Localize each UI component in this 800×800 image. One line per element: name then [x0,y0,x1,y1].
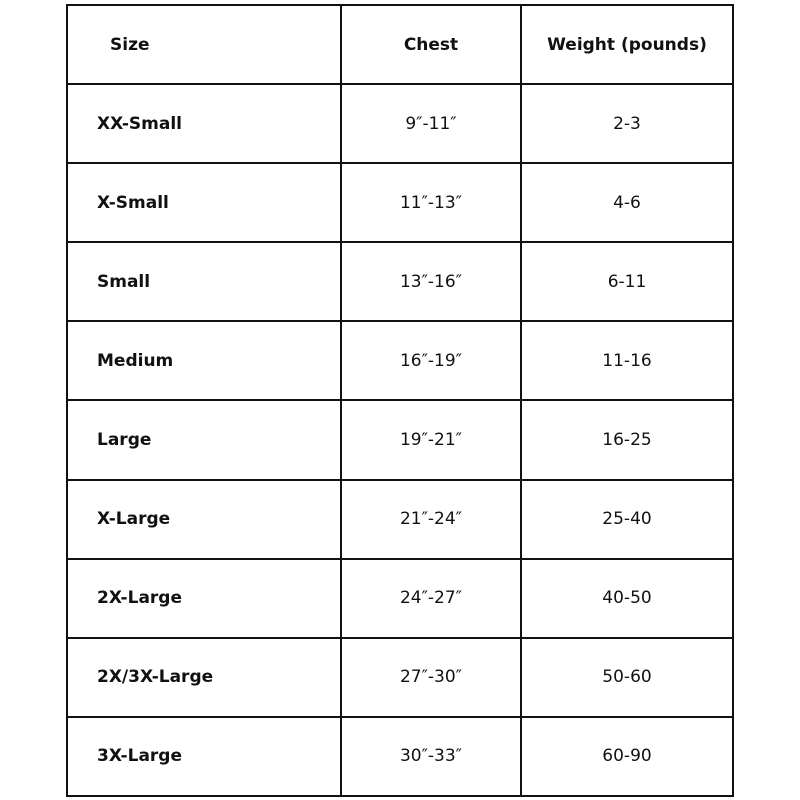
size-cell: Large [66,399,342,481]
size-cell: X-Large [66,478,342,560]
weight-cell: 6-11 [520,241,734,323]
header-chest: Chest [340,4,522,85]
chest-cell: 24″-27″ [340,557,522,639]
header-weight: Weight (pounds) [520,4,734,85]
weight-cell: 2-3 [520,82,734,165]
chest-cell: 21″-24″ [340,478,522,560]
table-row: Medium 16″-19″ 11-16 [66,320,734,402]
table-row: 2X/3X-Large 27″-30″ 50-60 [66,636,734,718]
table-row: Large 19″-21″ 16-25 [66,399,734,481]
size-cell: 2X/3X-Large [66,636,342,718]
size-cell: 3X-Large [66,715,342,798]
chest-cell: 27″-30″ [340,636,522,718]
size-cell: Medium [66,320,342,402]
size-cell: 2X-Large [66,557,342,639]
weight-cell: 60-90 [520,715,734,798]
table-row: 2X-Large 24″-27″ 40-50 [66,557,734,639]
table-row: Small 13″-16″ 6-11 [66,241,734,323]
header-row: Size Chest Weight (pounds) [66,4,734,85]
table-row: X-Small 11″-13″ 4-6 [66,162,734,244]
chest-cell: 19″-21″ [340,399,522,481]
weight-cell: 50-60 [520,636,734,718]
chest-cell: 13″-16″ [340,241,522,323]
header-size: Size [66,4,342,85]
table-row: XX-Small 9″-11″ 2-3 [66,82,734,165]
size-chart-table: Size Chest Weight (pounds) XX-Small 9″-11… [66,4,734,798]
weight-cell: 25-40 [520,478,734,560]
size-cell: X-Small [66,162,342,244]
table-row: X-Large 21″-24″ 25-40 [66,478,734,560]
weight-cell: 16-25 [520,399,734,481]
weight-cell: 4-6 [520,162,734,244]
weight-cell: 11-16 [520,320,734,402]
size-cell: Small [66,241,342,323]
table-row: 3X-Large 30″-33″ 60-90 [66,715,734,798]
size-cell: XX-Small [66,82,342,165]
weight-cell: 40-50 [520,557,734,639]
chest-cell: 9″-11″ [340,82,522,165]
chest-cell: 11″-13″ [340,162,522,244]
chest-cell: 30″-33″ [340,715,522,798]
chest-cell: 16″-19″ [340,320,522,402]
